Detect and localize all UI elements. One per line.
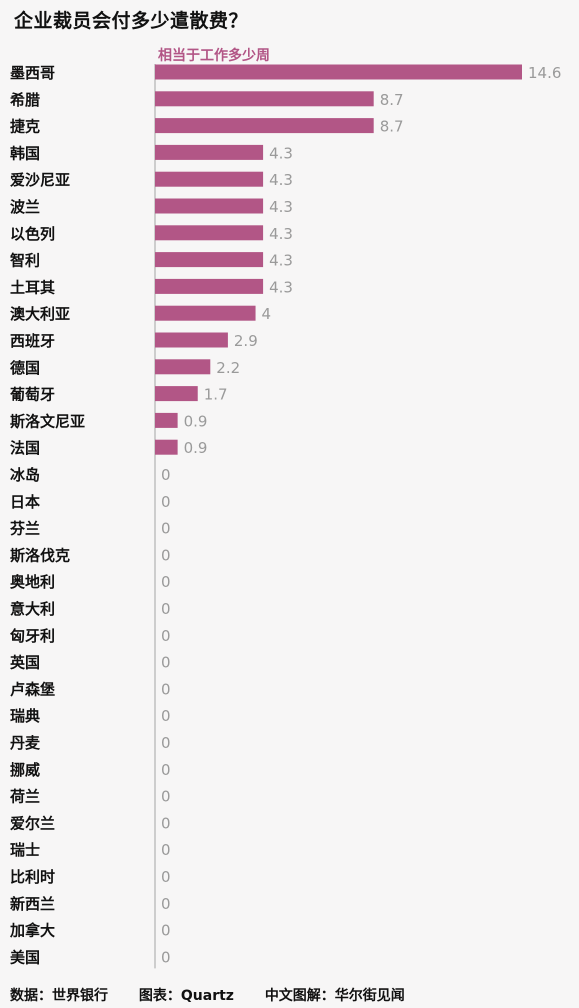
value-label: 0	[161, 493, 171, 511]
bar	[155, 171, 264, 187]
value-label: 8.7	[380, 91, 404, 109]
bar	[155, 439, 178, 455]
bar	[155, 332, 228, 348]
value-label: 0	[161, 734, 171, 752]
bar	[155, 278, 264, 294]
bar	[155, 412, 178, 428]
value-label: 0	[161, 868, 171, 886]
value-label: 0	[161, 841, 171, 859]
bar	[155, 118, 374, 134]
category-label: 以色列	[10, 225, 55, 243]
value-label: 0	[161, 761, 171, 779]
category-label: 希腊	[10, 91, 40, 109]
bar	[155, 252, 264, 268]
chart-source: 图表：Quartz	[138, 988, 234, 1004]
value-label: 0	[161, 573, 171, 591]
category-label: 奥地利	[10, 573, 55, 591]
bar	[155, 386, 198, 402]
value-label: 0	[161, 627, 171, 645]
value-label: 4.3	[269, 225, 293, 243]
category-label: 挪威	[10, 761, 40, 779]
value-label: 0	[161, 546, 171, 564]
value-label: 0	[161, 922, 171, 940]
category-label: 日本	[10, 493, 40, 511]
bar	[155, 305, 256, 321]
category-label: 新西兰	[10, 895, 55, 913]
category-label: 捷克	[10, 118, 40, 136]
value-label: 0	[161, 520, 171, 538]
chart-title: 企业裁员会付多少遣散费？	[14, 10, 249, 32]
value-label: 4.3	[269, 198, 293, 216]
category-label: 法国	[10, 439, 40, 457]
category-label: 智利	[10, 252, 40, 270]
category-label: 加拿大	[9, 922, 55, 940]
data-source: 数据：世界银行	[10, 988, 108, 1004]
category-label: 冰岛	[10, 466, 40, 484]
value-label: 0	[161, 600, 171, 618]
value-label: 4.3	[269, 144, 293, 162]
category-label: 斯洛伐克	[10, 546, 70, 564]
value-label: 0	[161, 948, 171, 966]
value-label: 2.9	[234, 332, 258, 350]
value-label: 0	[161, 707, 171, 725]
value-label: 0	[161, 680, 171, 698]
category-label: 瑞士	[10, 841, 40, 859]
bar	[155, 225, 264, 241]
category-label: 德国	[10, 359, 40, 377]
category-label: 匈牙利	[10, 627, 55, 645]
category-label: 芬兰	[10, 520, 40, 538]
value-label: 2.2	[216, 359, 240, 377]
translation-credit: 中文图解：华尔街见闻	[264, 988, 405, 1004]
category-label: 瑞典	[10, 707, 40, 725]
bar	[155, 198, 264, 214]
value-label: 14.6	[528, 64, 561, 82]
category-label: 韩国	[10, 144, 40, 162]
category-label: 意大利	[10, 600, 55, 618]
value-label: 4	[262, 305, 272, 323]
category-label: 荷兰	[10, 788, 40, 806]
value-label: 0	[161, 466, 171, 484]
category-label: 墨西哥	[10, 64, 55, 82]
category-label: 土耳其	[10, 278, 55, 296]
value-label: 1.7	[204, 386, 228, 404]
category-label: 澳大利亚	[10, 305, 70, 323]
bar	[155, 359, 211, 375]
value-label: 4.3	[269, 278, 293, 296]
value-label: 0	[161, 814, 171, 832]
chart-subtitle: 相当于工作多少周	[158, 47, 270, 64]
category-label: 丹麦	[10, 734, 41, 752]
bar	[155, 64, 522, 80]
category-label: 葡萄牙	[9, 386, 55, 404]
value-label: 0	[161, 654, 171, 672]
category-label: 爱尔兰	[10, 814, 55, 832]
category-label: 西班牙	[10, 332, 55, 350]
category-label: 卢森堡	[10, 680, 55, 698]
footer: 数据：世界银行 图表：Quartz 中文图解：华尔街见闻	[10, 985, 431, 1005]
category-label: 比利时	[10, 868, 55, 886]
category-label: 波兰	[10, 198, 40, 216]
bar	[155, 91, 374, 107]
category-label: 爱沙尼亚	[10, 171, 70, 189]
bar	[155, 144, 264, 160]
value-label: 0.9	[184, 412, 208, 430]
value-label: 0	[161, 895, 171, 913]
value-label: 8.7	[380, 118, 404, 136]
value-label: 0.9	[184, 439, 208, 457]
value-label: 4.3	[269, 171, 293, 189]
value-label: 4.3	[269, 252, 293, 270]
category-label: 斯洛文尼亚	[10, 412, 85, 430]
category-label: 英国	[10, 654, 40, 672]
value-label: 0	[161, 788, 171, 806]
category-label: 美国	[10, 948, 40, 966]
